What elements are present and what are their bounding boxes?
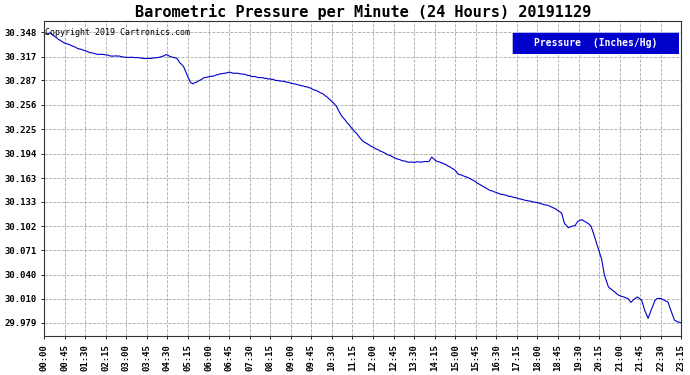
Title: Barometric Pressure per Minute (24 Hours) 20191129: Barometric Pressure per Minute (24 Hours… [135,4,591,20]
Text: Copyright 2019 Cartronics.com: Copyright 2019 Cartronics.com [46,28,190,37]
